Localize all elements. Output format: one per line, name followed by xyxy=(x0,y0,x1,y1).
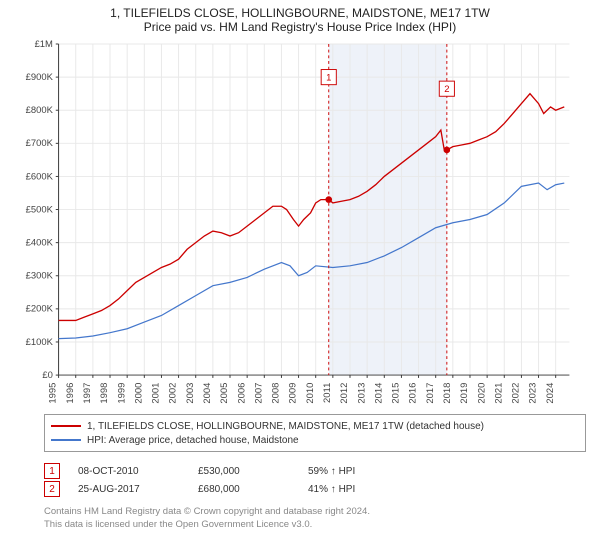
svg-text:2012: 2012 xyxy=(339,383,350,404)
svg-text:£200K: £200K xyxy=(26,304,54,315)
svg-text:1999: 1999 xyxy=(116,383,127,404)
svg-text:2017: 2017 xyxy=(425,383,436,404)
svg-text:1: 1 xyxy=(326,73,331,84)
sales-events-list: 1 08-OCT-2010 £530,000 59% ↑ HPI 2 25-AU… xyxy=(44,462,428,498)
svg-text:2016: 2016 xyxy=(408,383,419,404)
event-date: 25-AUG-2017 xyxy=(78,484,198,495)
svg-text:2021: 2021 xyxy=(493,383,504,404)
sale-event-row: 2 25-AUG-2017 £680,000 41% ↑ HPI xyxy=(44,480,428,498)
svg-text:£900K: £900K xyxy=(26,72,54,83)
legend-label-hpi: HPI: Average price, detached house, Maid… xyxy=(87,435,299,446)
svg-text:2006: 2006 xyxy=(236,383,247,404)
svg-text:2007: 2007 xyxy=(253,383,264,404)
svg-text:2013: 2013 xyxy=(356,383,367,404)
svg-text:2018: 2018 xyxy=(442,383,453,404)
svg-text:2023: 2023 xyxy=(528,383,539,404)
legend-swatch-hpi xyxy=(51,439,81,441)
footer-line-2: This data is licensed under the Open Gov… xyxy=(44,519,370,532)
svg-text:£800K: £800K xyxy=(26,105,54,116)
svg-text:2004: 2004 xyxy=(202,383,213,404)
event-marker-1: 1 xyxy=(44,463,60,479)
attribution-footer: Contains HM Land Registry data © Crown c… xyxy=(44,506,370,532)
svg-text:2003: 2003 xyxy=(185,383,196,404)
event-pct-vs-hpi: 59% ↑ HPI xyxy=(308,466,428,477)
chart-title-address: 1, TILEFIELDS CLOSE, HOLLINGBOURNE, MAID… xyxy=(0,6,600,20)
svg-text:2: 2 xyxy=(444,84,449,95)
svg-text:2001: 2001 xyxy=(151,383,162,404)
svg-text:2022: 2022 xyxy=(511,383,522,404)
svg-text:£400K: £400K xyxy=(26,237,54,248)
legend-item-hpi: HPI: Average price, detached house, Maid… xyxy=(51,433,579,447)
svg-text:£0: £0 xyxy=(42,370,53,381)
event-date: 08-OCT-2010 xyxy=(78,466,198,477)
svg-text:£500K: £500K xyxy=(26,204,54,215)
svg-text:1996: 1996 xyxy=(65,383,76,404)
svg-text:1998: 1998 xyxy=(99,383,110,404)
svg-text:2019: 2019 xyxy=(459,383,470,404)
svg-text:£1M: £1M xyxy=(35,39,53,50)
svg-text:2024: 2024 xyxy=(545,383,556,404)
svg-text:2002: 2002 xyxy=(168,383,179,404)
chart-subtitle: Price paid vs. HM Land Registry's House … xyxy=(0,20,600,34)
legend-item-property: 1, TILEFIELDS CLOSE, HOLLINGBOURNE, MAID… xyxy=(51,419,579,433)
svg-text:2000: 2000 xyxy=(133,383,144,404)
svg-text:£100K: £100K xyxy=(26,337,54,348)
event-price: £680,000 xyxy=(198,484,308,495)
legend-label-property: 1, TILEFIELDS CLOSE, HOLLINGBOURNE, MAID… xyxy=(87,421,484,432)
svg-text:1997: 1997 xyxy=(82,383,93,404)
svg-text:£300K: £300K xyxy=(26,271,54,282)
legend-swatch-property xyxy=(51,425,81,427)
svg-text:1995: 1995 xyxy=(48,383,59,404)
svg-text:2009: 2009 xyxy=(288,383,299,404)
svg-text:2015: 2015 xyxy=(391,383,402,404)
svg-text:2005: 2005 xyxy=(219,383,230,404)
svg-text:2008: 2008 xyxy=(271,383,282,404)
footer-line-1: Contains HM Land Registry data © Crown c… xyxy=(44,506,370,519)
svg-text:2011: 2011 xyxy=(322,383,333,403)
svg-text:2014: 2014 xyxy=(373,383,384,404)
event-price: £530,000 xyxy=(198,466,308,477)
legend-box: 1, TILEFIELDS CLOSE, HOLLINGBOURNE, MAID… xyxy=(44,414,586,452)
event-pct-vs-hpi: 41% ↑ HPI xyxy=(308,484,428,495)
svg-text:£700K: £700K xyxy=(26,138,54,149)
event-marker-2: 2 xyxy=(44,481,60,497)
svg-text:2010: 2010 xyxy=(305,383,316,404)
sale-event-row: 1 08-OCT-2010 £530,000 59% ↑ HPI xyxy=(44,462,428,480)
svg-text:2020: 2020 xyxy=(476,383,487,404)
svg-text:£600K: £600K xyxy=(26,171,54,182)
price-chart: £0£100K£200K£300K£400K£500K£600K£700K£80… xyxy=(44,44,584,394)
